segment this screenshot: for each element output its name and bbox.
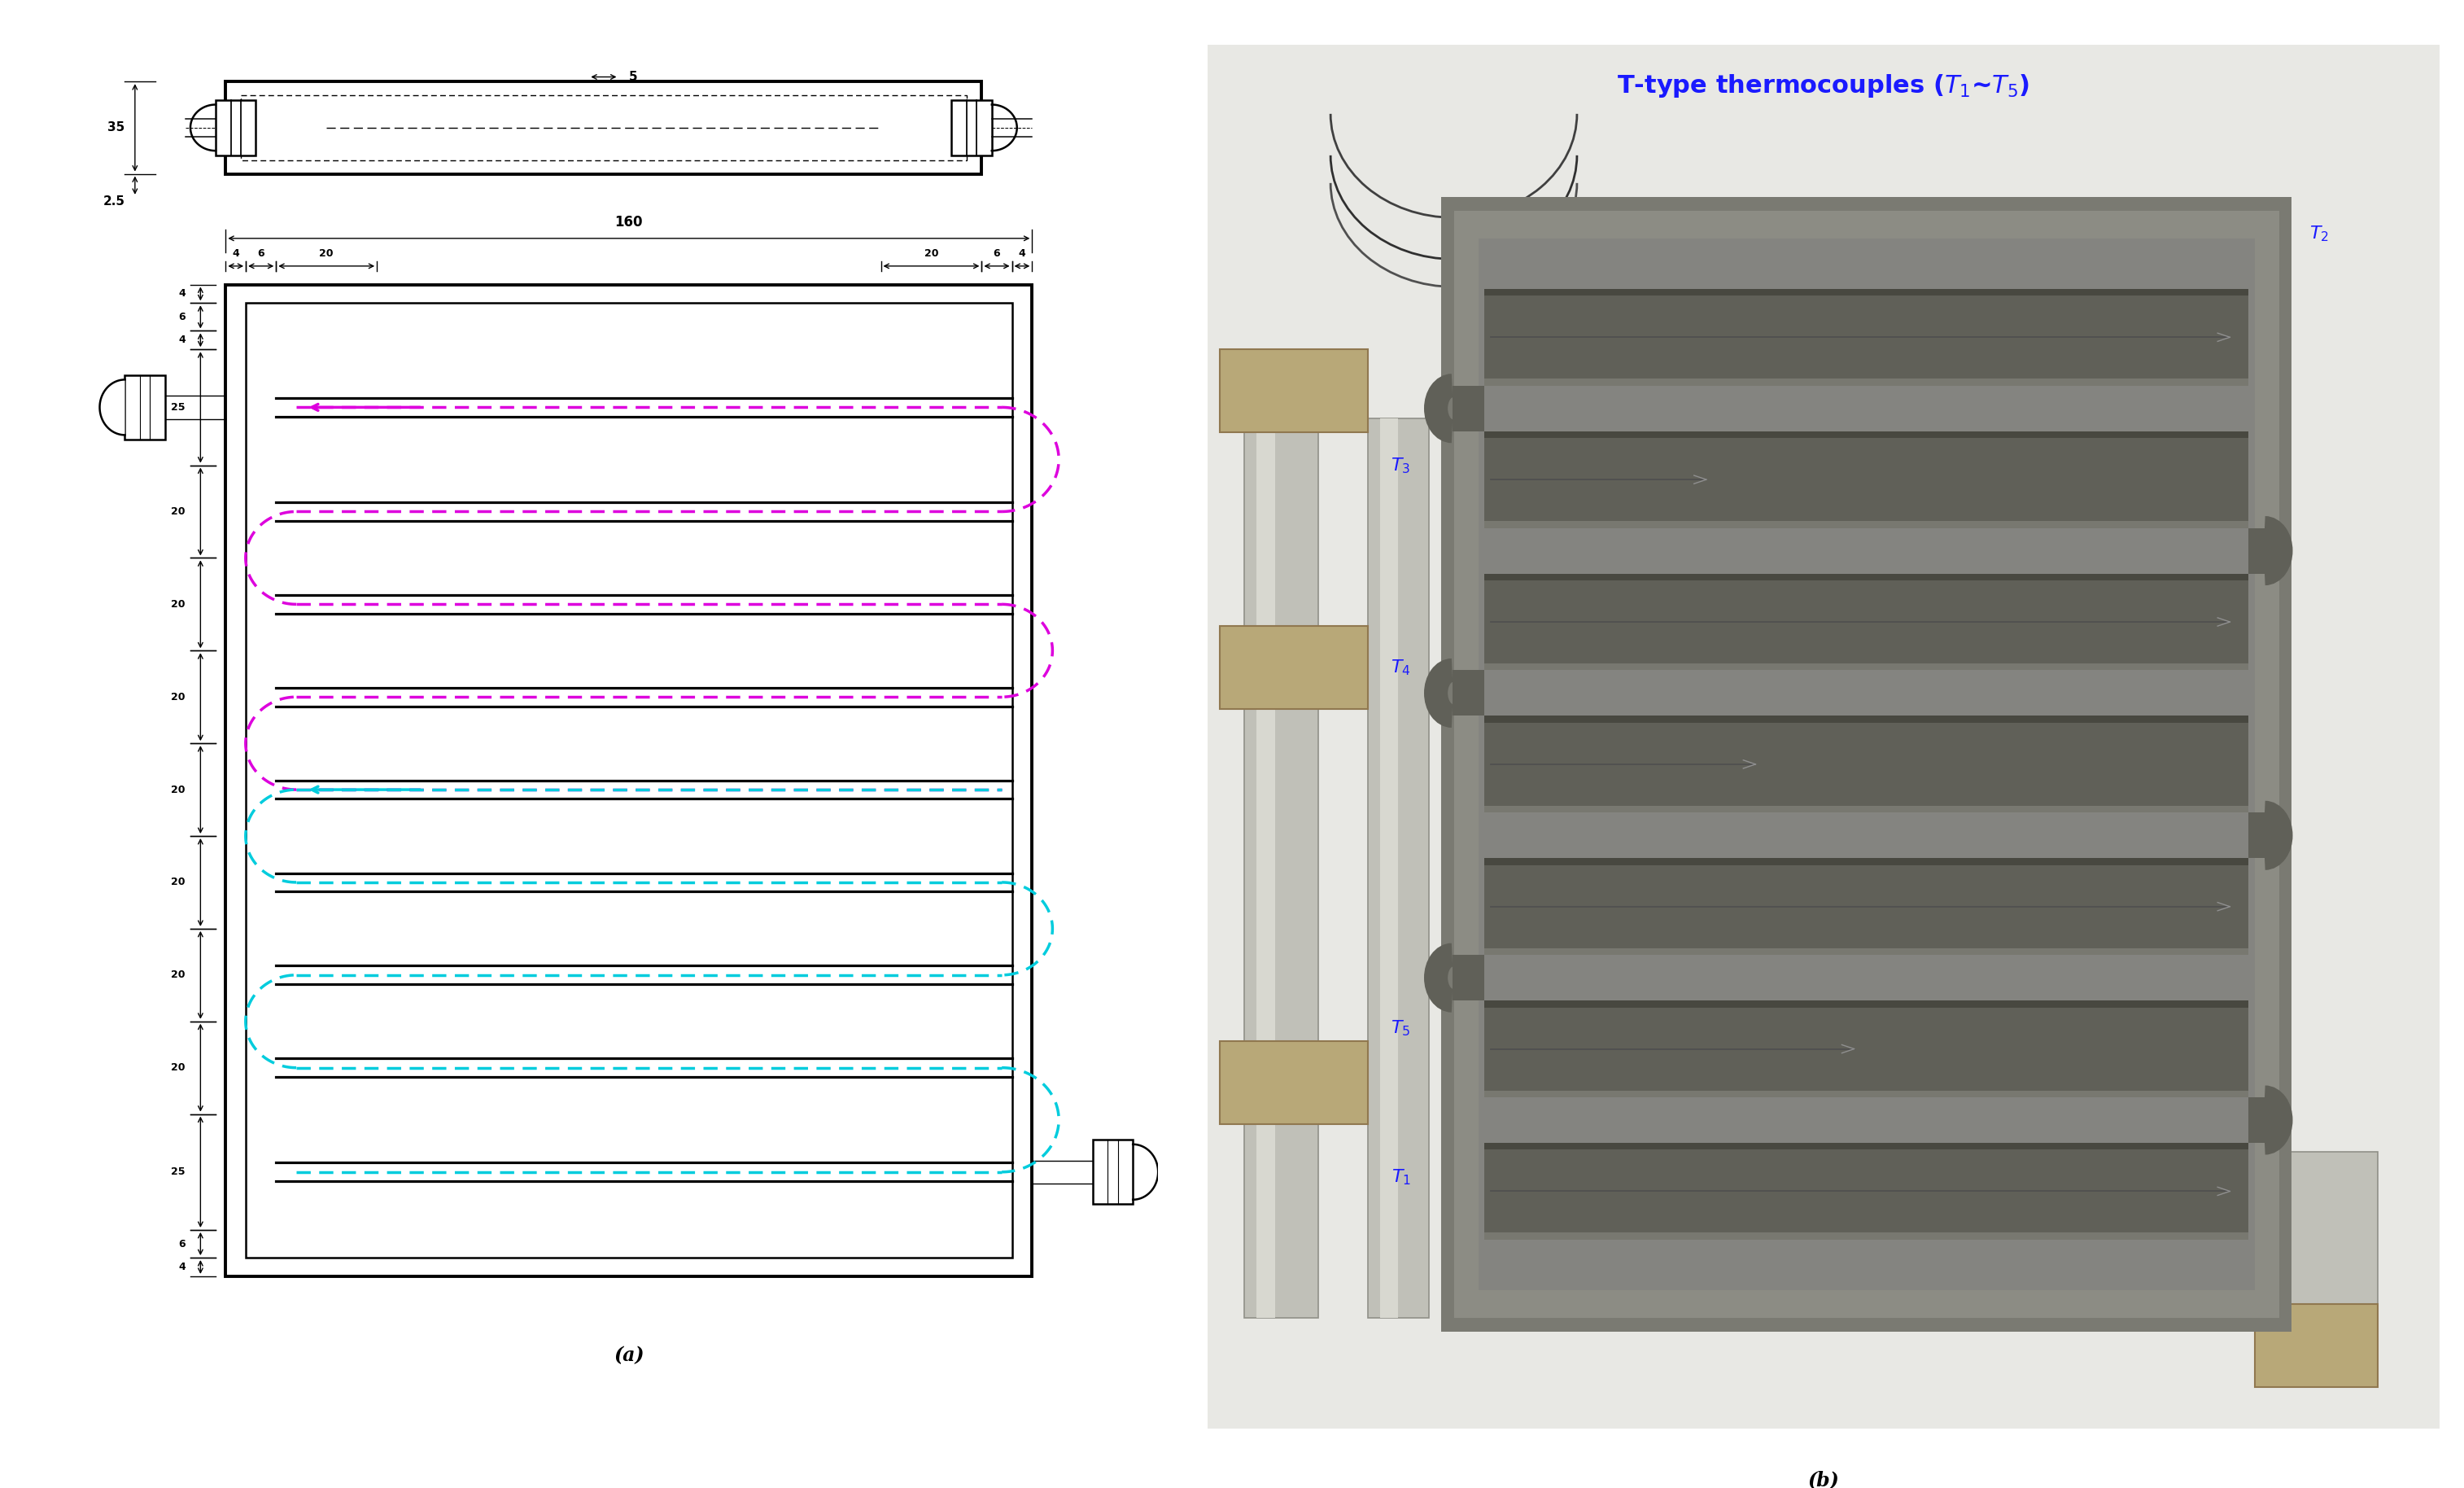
- Bar: [1483, 573, 2247, 580]
- Bar: [1483, 859, 2247, 955]
- Text: 25: 25: [170, 1167, 185, 1177]
- Text: 20: 20: [170, 600, 185, 610]
- Bar: [1092, 1140, 1133, 1204]
- Text: $T_1$: $T_1$: [1392, 1168, 1409, 1187]
- Text: 4: 4: [177, 289, 185, 299]
- Bar: [1483, 289, 2247, 385]
- Text: 6: 6: [256, 248, 264, 259]
- Text: $T_3$: $T_3$: [1392, 457, 1409, 475]
- Bar: [1483, 379, 2247, 385]
- Bar: [227, 82, 981, 174]
- Bar: [1478, 238, 2255, 1290]
- Bar: [2250, 812, 2282, 859]
- Bar: [1380, 418, 1400, 1318]
- Bar: [1483, 805, 2247, 812]
- Bar: [1483, 716, 2247, 812]
- Text: 25: 25: [170, 402, 185, 412]
- Text: 20: 20: [924, 248, 939, 259]
- Bar: [1451, 670, 1483, 716]
- Text: $T_4$: $T_4$: [1390, 658, 1409, 677]
- Bar: [2250, 1097, 2282, 1143]
- Text: 4: 4: [177, 1262, 185, 1272]
- Text: 20: 20: [320, 248, 333, 259]
- Bar: [1483, 432, 2247, 528]
- Bar: [1483, 521, 2247, 528]
- Bar: [1368, 418, 1429, 1318]
- Bar: [2255, 1303, 2378, 1387]
- Text: (a): (a): [614, 1345, 643, 1364]
- Bar: [1244, 418, 1318, 1318]
- Text: 6: 6: [993, 248, 1000, 259]
- Bar: [1483, 1143, 2247, 1240]
- Bar: [227, 284, 1032, 1277]
- Bar: [1483, 664, 2247, 670]
- Text: 160: 160: [616, 214, 643, 229]
- Bar: [2250, 528, 2282, 573]
- Text: 5: 5: [628, 71, 638, 83]
- Bar: [1220, 1042, 1368, 1123]
- Text: 20: 20: [170, 970, 185, 981]
- Bar: [1220, 350, 1368, 432]
- Bar: [1483, 1232, 2247, 1240]
- Text: 35: 35: [108, 122, 126, 134]
- Bar: [1257, 418, 1276, 1318]
- Text: 20: 20: [170, 784, 185, 795]
- Bar: [241, 95, 966, 161]
- Bar: [1483, 1000, 2247, 1097]
- Bar: [1483, 948, 2247, 955]
- Bar: [1451, 955, 1483, 1000]
- Bar: [246, 304, 1013, 1257]
- Text: 20: 20: [170, 1062, 185, 1073]
- Text: 20: 20: [170, 876, 185, 888]
- Text: 20: 20: [170, 506, 185, 516]
- Bar: [217, 100, 256, 155]
- Text: 6: 6: [177, 311, 185, 323]
- Bar: [1483, 1143, 2247, 1150]
- Bar: [2279, 1152, 2378, 1360]
- Text: 20: 20: [170, 692, 185, 702]
- Text: 4: 4: [1018, 248, 1025, 259]
- Bar: [951, 100, 991, 155]
- Text: (b): (b): [1809, 1470, 1838, 1488]
- Bar: [1483, 859, 2247, 865]
- Bar: [1454, 211, 2279, 1318]
- Bar: [1483, 716, 2247, 723]
- Bar: [1220, 626, 1368, 708]
- Bar: [1483, 1000, 2247, 1007]
- Bar: [1451, 385, 1483, 432]
- Bar: [126, 375, 165, 439]
- Bar: [1483, 432, 2247, 437]
- Text: T-type thermocouples ($\mathit{T}_1$~$\mathit{T}_5$): T-type thermocouples ($\mathit{T}_1$~$\m…: [1616, 73, 2030, 100]
- Text: 4: 4: [177, 335, 185, 345]
- Bar: [1483, 1091, 2247, 1097]
- Bar: [1483, 573, 2247, 670]
- Text: $T_2$: $T_2$: [2309, 223, 2328, 243]
- Text: 2.5: 2.5: [103, 195, 126, 208]
- Bar: [1483, 289, 2247, 296]
- Text: 4: 4: [232, 248, 239, 259]
- Bar: [1441, 196, 2292, 1332]
- Text: 6: 6: [177, 1238, 185, 1248]
- Text: $T_5$: $T_5$: [1392, 1019, 1409, 1037]
